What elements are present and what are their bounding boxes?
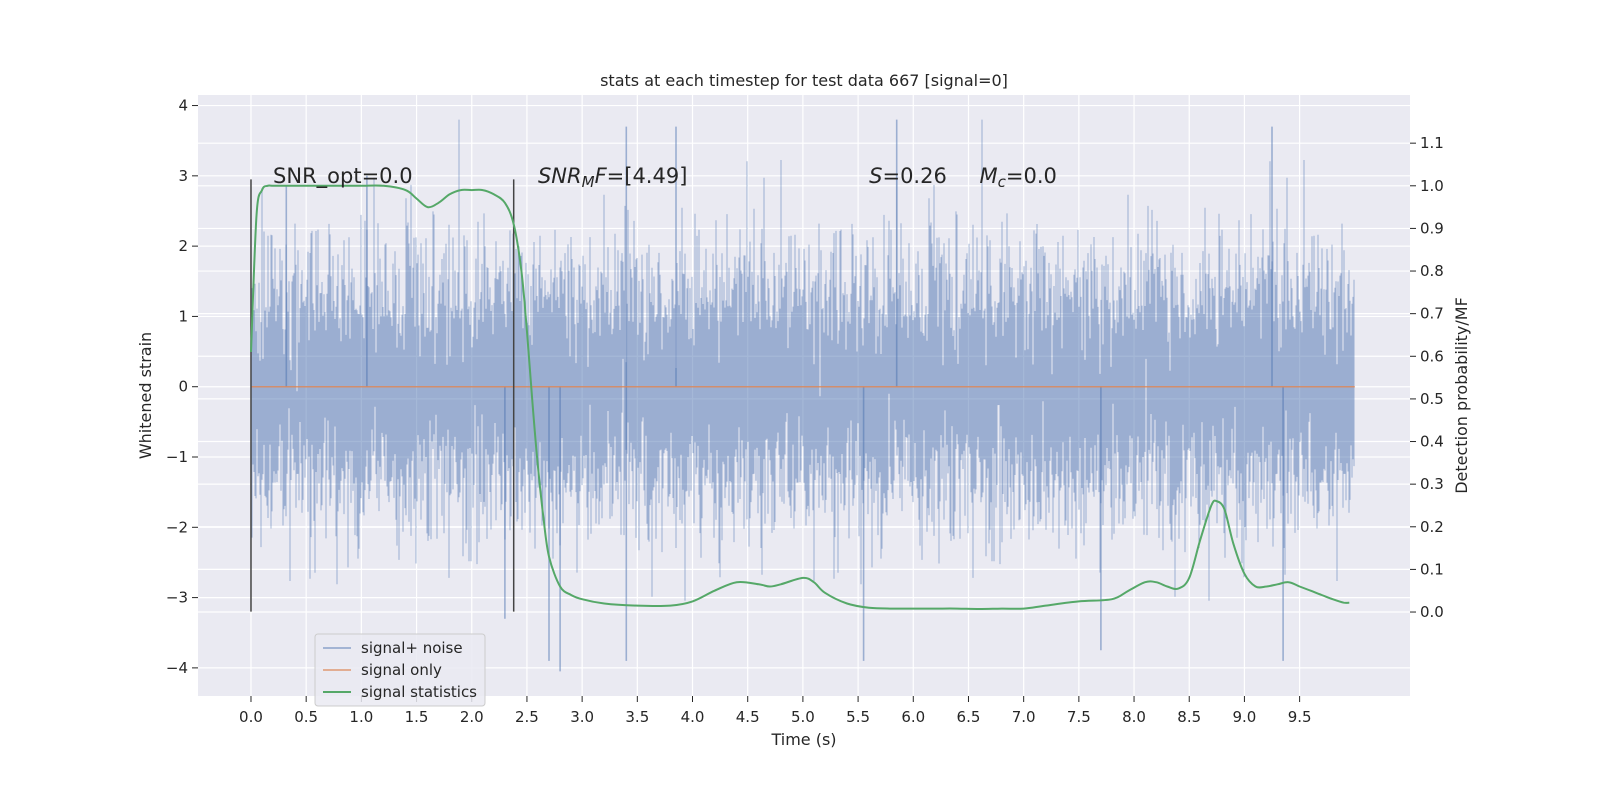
marker-lines: [250, 179, 515, 612]
y-tick-label: 2: [178, 237, 188, 255]
y2-tick-label: 0.9: [1420, 219, 1444, 237]
y-tick-label: 0: [178, 378, 188, 396]
y2-tick-label: 0.6: [1420, 347, 1444, 365]
x-tick-label: 9.0: [1232, 708, 1256, 726]
x-tick-label: 7.0: [1012, 708, 1036, 726]
annotation-s-value: S=0.26: [869, 164, 947, 188]
x-tick-label: 3.0: [570, 708, 594, 726]
y-tick-label: −1: [166, 448, 188, 466]
signal-statistics-line: [250, 184, 1350, 611]
axis-ticks: 0.0 0.5 1.0 1.5 2.0 2.5 3.0 3.5 4.0 4.5 5.0 5.5 6.0 6…: [166, 97, 1444, 726]
y2-tick-label: 0.7: [1420, 305, 1444, 323]
x-tick-label: 0.0: [239, 708, 263, 726]
annotation-snr-opt: SNR_opt=0.0: [273, 164, 413, 189]
legend-label: signal+ noise: [361, 639, 463, 657]
legend: signal+ noise signal only signal statistic…: [314, 633, 486, 707]
annotations: SNR_opt=0.0 SNRMF=[4.49] S=0.26 Mc=0.0: [273, 164, 1057, 191]
series-signal-statistics: [250, 184, 1350, 611]
x-tick-label: 6.5: [957, 708, 981, 726]
x-tick-label: 1.0: [349, 708, 373, 726]
x-tick-label: 8.5: [1177, 708, 1201, 726]
x-tick-label: 4.5: [736, 708, 760, 726]
y2-axis-label: Detection probability/MF: [1452, 297, 1471, 494]
x-tick-label: 2.5: [515, 708, 539, 726]
annotation-mc-value: Mc=0.0: [980, 164, 1057, 191]
y-tick-label: 4: [178, 97, 188, 115]
x-tick-label: 5.0: [791, 708, 815, 726]
y2-tick-label: 0.1: [1420, 560, 1444, 578]
noise-spikes: [285, 119, 1284, 672]
y2-tick-label: 0.4: [1420, 433, 1444, 451]
x-tick-label: 7.5: [1067, 708, 1091, 726]
x-tick-label: 2.0: [460, 708, 484, 726]
y-axis-label: Whitened strain: [136, 332, 155, 459]
x-tick-label: 9.5: [1288, 708, 1312, 726]
chart-title: stats at each timestep for test data 667…: [600, 71, 1008, 90]
x-tick-label: 3.5: [625, 708, 649, 726]
y2-tick-label: 0.2: [1420, 518, 1444, 536]
legend-box: [314, 633, 486, 707]
y2-tick-label: 1.0: [1420, 177, 1444, 195]
legend-label: signal statistics: [361, 683, 477, 701]
y-tick-label: −2: [166, 518, 188, 536]
x-tick-label: 8.0: [1122, 708, 1146, 726]
y2-tick-label: 1.1: [1420, 134, 1444, 152]
y2-tick-label: 0.5: [1420, 390, 1444, 408]
x-tick-label: 6.0: [901, 708, 925, 726]
x-tick-label: 1.5: [405, 708, 429, 726]
annotation-snr-mf: SNRMF=[4.49]: [538, 164, 687, 191]
x-tick-label: 5.5: [846, 708, 870, 726]
x-axis-label: Time (s): [770, 730, 836, 749]
x-tick-label: 0.5: [294, 708, 318, 726]
x-tick-label: 4.0: [681, 708, 705, 726]
y2-tick-label: 0.0: [1420, 603, 1444, 621]
y2-tick-label: 0.3: [1420, 475, 1444, 493]
legend-label: signal only: [361, 661, 442, 679]
y-tick-label: 1: [178, 307, 188, 325]
y-tick-label: −4: [166, 659, 188, 677]
y-tick-label: −3: [166, 589, 188, 607]
y2-tick-label: 0.8: [1420, 262, 1444, 280]
y-tick-label: 3: [178, 167, 188, 185]
